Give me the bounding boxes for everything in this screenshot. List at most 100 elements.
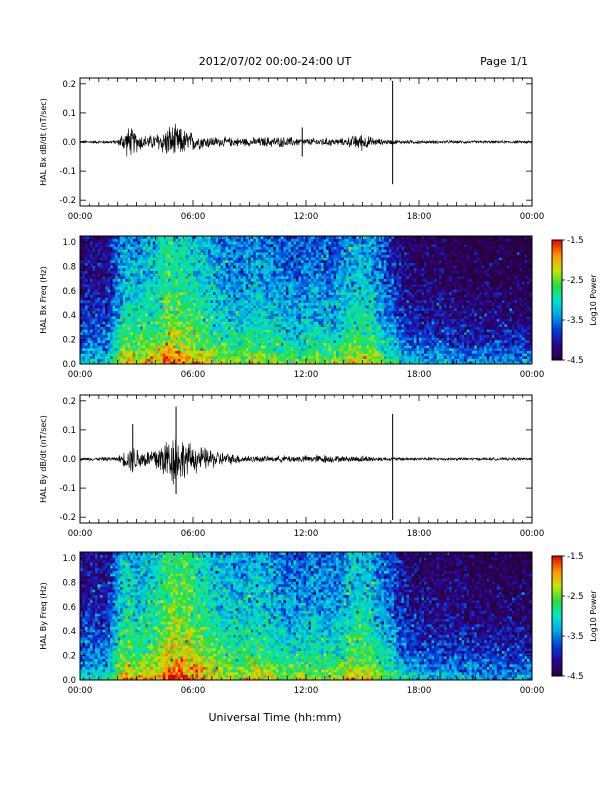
bx-spectrogram-cell	[147, 265, 151, 269]
bx-spectrogram-cell	[122, 289, 126, 293]
bx-spectrogram-cell	[303, 332, 307, 335]
bx-spectrogram-cell	[80, 262, 83, 266]
bx-spectrogram-cell	[270, 337, 274, 341]
bx-spectrogram-cell	[200, 300, 204, 303]
bx-spectrogram-cell	[223, 332, 226, 335]
bx-spectrogram-cell	[135, 350, 139, 354]
bx-spectrogram-cell	[283, 257, 287, 261]
bx-spectrogram-cell	[182, 281, 186, 285]
bx-spectrogram-cell	[250, 332, 254, 335]
bx-spectrogram-cell	[265, 300, 269, 303]
bx-spectrogram-cell	[223, 238, 226, 242]
bx-spectrogram-cell	[170, 358, 174, 362]
bx-spectrogram-cell	[100, 289, 103, 293]
bx-spectrogram-cell	[160, 329, 164, 333]
bx-spectrogram-cell	[100, 260, 103, 263]
bx-spectrogram-cell	[235, 318, 239, 322]
bx-spectrogram-cell	[280, 329, 284, 333]
bx-spectrogram-cell	[300, 342, 304, 346]
bx-spectrogram-cell	[190, 252, 194, 255]
bx-spectrogram-cell	[265, 249, 269, 253]
bx-spectrogram-cell	[316, 300, 319, 303]
bx-spectrogram-cell	[182, 252, 186, 255]
bx-spectrogram-cell	[175, 308, 179, 311]
bx-spectrogram-cell	[326, 324, 329, 327]
bx-spectrogram-cell	[265, 305, 269, 309]
bx-spectrogram-cell	[290, 286, 294, 290]
bx-spectrogram-cell	[273, 310, 277, 314]
bx-spectrogram-cell	[193, 350, 196, 354]
bx-spectrogram-cell	[316, 276, 319, 279]
bx-spectrogram-cell	[180, 305, 184, 309]
bx-spectrogram-cell	[110, 358, 113, 362]
bx-spectrogram-cell	[278, 337, 282, 341]
bx-spectrogram-cell	[203, 318, 206, 322]
bx-spectrogram-cell	[316, 316, 319, 319]
bx-spectrogram-cell	[273, 262, 277, 266]
bx-dbdt-xtick-label: 00:00	[68, 212, 93, 222]
bx-spectrogram-cell	[321, 246, 324, 250]
bx-spectrogram-cell	[130, 305, 134, 309]
bx-spectrogram-cell	[300, 334, 304, 338]
bx-spectrogram-cell	[90, 334, 93, 338]
bx-spectrogram-cell	[280, 292, 284, 295]
bx-spectrogram-cell	[127, 289, 131, 293]
bx-spectrogram-cell	[175, 324, 179, 327]
bx-spectrogram-cell	[145, 268, 149, 271]
bx-spectrogram-cell	[218, 342, 221, 346]
bx-spectrogram-cell	[120, 345, 123, 349]
bx-spectrogram-cell	[140, 278, 144, 282]
bx-spectrogram-cell	[238, 241, 242, 245]
bx-spectrogram-cell	[260, 353, 264, 357]
bx-spectrogram-cell	[238, 308, 242, 311]
bx-spectrogram-cell	[273, 276, 277, 279]
bx-spectrogram-cell	[172, 348, 176, 351]
bx-spectrogram-cell	[97, 268, 101, 271]
bx-spectrogram-cell	[87, 262, 91, 266]
bx-spectrogram-cell	[172, 244, 176, 247]
bx-spectrogram-cell	[265, 334, 269, 338]
bx-spectrogram-cell	[326, 289, 329, 293]
bx-spectrogram-cell	[220, 300, 224, 303]
bx-spectrogram-cell	[100, 294, 103, 298]
bx-spectrogram-cell	[182, 257, 186, 261]
bx-spectrogram-cell	[130, 326, 134, 330]
bx-spectrogram-cell	[182, 254, 186, 258]
bx-spectrogram-cell	[180, 260, 184, 263]
bx-spectrogram-cell	[185, 310, 189, 314]
bx-spectrogram-cell	[263, 292, 267, 295]
bx-spectrogram-cell	[321, 294, 324, 298]
bx-spectrogram-cell	[87, 249, 91, 253]
bx-spectrogram-cell	[157, 244, 161, 247]
bx-spectrogram-cell	[268, 316, 272, 319]
bx-spectrogram-cell	[110, 353, 113, 357]
bx-spectrogram-cell	[215, 305, 219, 309]
bx-spectrogram-cell	[167, 246, 171, 250]
bx-spectrogram-cell	[270, 284, 274, 287]
bx-spectrogram-cell	[172, 329, 176, 333]
bx-spectrogram-cell	[225, 278, 229, 282]
bx-spectrogram-cell	[331, 265, 334, 269]
bx-spectrogram-cell	[200, 292, 204, 295]
bx-spectrogram-cell	[265, 238, 269, 242]
bx-spectrogram-cell	[321, 321, 324, 325]
bx-spectrogram-cell	[125, 270, 129, 274]
bx-spectrogram-cell	[260, 350, 264, 354]
bx-spectrogram-cell	[187, 332, 191, 335]
bx-spectrogram-cell	[140, 308, 144, 311]
bx-spectrogram-cell	[167, 236, 171, 239]
bx-spectrogram-cell	[318, 265, 322, 269]
bx-spectrogram-cell	[258, 332, 262, 335]
bx-spectrogram-cell	[250, 265, 254, 269]
bx-spectrogram-cell	[190, 361, 194, 365]
bx-spectrogram-cell	[208, 246, 211, 250]
bx-spectrogram-cell	[127, 278, 131, 282]
bx-spectrogram-cell	[122, 270, 126, 274]
bx-spectrogram-cell	[313, 329, 317, 333]
bx-spectrogram-cell	[132, 316, 136, 319]
bx-spectrogram-cell	[213, 278, 216, 282]
bx-spectrogram-cell	[85, 361, 88, 365]
bx-spectrogram-cell	[250, 308, 254, 311]
bx-spectrogram-cell	[182, 265, 186, 269]
bx-spectrogram-cell	[100, 249, 103, 253]
